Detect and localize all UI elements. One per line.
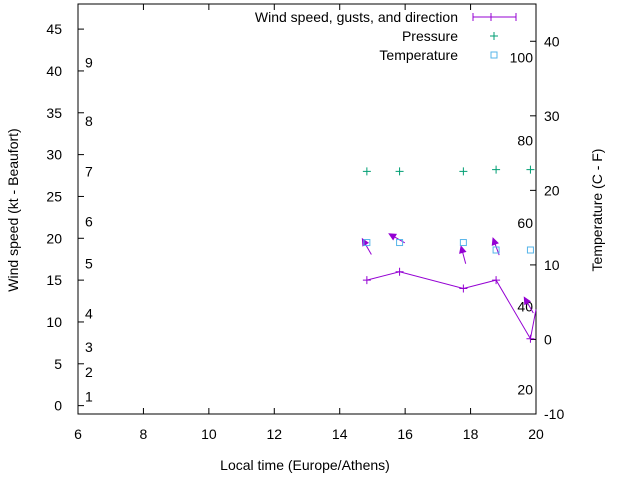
fahrenheit-label: 100 <box>510 50 534 66</box>
legend-label: Pressure <box>402 28 458 44</box>
left-tick-label: 0 <box>54 398 62 414</box>
legend-label: Wind speed, gusts, and direction <box>255 9 458 25</box>
fahrenheit-label: 60 <box>517 215 533 231</box>
wind-speed-point <box>526 334 535 343</box>
plot-frame <box>77 3 537 415</box>
left-tick-label: 45 <box>46 21 62 37</box>
temperature-point <box>526 246 534 254</box>
left-tick-label: 10 <box>46 314 62 330</box>
x-tick-label: 20 <box>528 426 544 442</box>
legend-marker <box>490 32 498 40</box>
temperature-point <box>363 239 371 247</box>
left-axis-label: Wind speed (kt - Beaufort) <box>5 128 21 291</box>
beaufort-labels: 1 2 3 4 5 6 7 8 9 <box>85 55 93 405</box>
wind-speed-point <box>492 276 501 285</box>
x-tick-label: 16 <box>397 426 413 442</box>
beaufort-label: 5 <box>85 255 93 271</box>
pressure-point <box>526 165 535 174</box>
wind-arrow-head <box>388 233 397 241</box>
beaufort-label: 1 <box>85 388 93 404</box>
beaufort-label: 9 <box>85 55 93 71</box>
right-tick-label: 20 <box>544 182 560 198</box>
fahrenheit-label: 20 <box>517 381 533 397</box>
legend-marker <box>472 13 517 21</box>
left-tick-label: 30 <box>46 147 62 163</box>
right-tick-label: 30 <box>544 108 560 124</box>
legend-label: Temperature <box>379 47 458 63</box>
right-tick-label: 10 <box>544 257 560 273</box>
left-tick-label: 15 <box>46 272 62 288</box>
x-tick-label: 8 <box>140 426 148 442</box>
wind-speed-point <box>459 284 468 293</box>
beaufort-label: 7 <box>85 163 93 179</box>
series-layer <box>361 165 537 343</box>
legend: Wind speed, gusts, and direction Pressure… <box>255 9 517 63</box>
wind-arrow-head <box>459 245 467 254</box>
x-tick-label: 10 <box>201 426 217 442</box>
wind-arrow-head <box>491 237 499 246</box>
right-tick-label: -10 <box>544 406 564 422</box>
pressure-point <box>395 167 404 176</box>
fahrenheit-label: 80 <box>517 132 533 148</box>
beaufort-label: 4 <box>85 306 93 322</box>
right-tick-label: 40 <box>544 33 560 49</box>
fahrenheit-labels: 20 40 60 80 100 <box>510 50 534 398</box>
x-tick-label: 18 <box>463 426 479 442</box>
fahrenheit-label: 40 <box>517 299 533 315</box>
pressure-point <box>459 167 468 176</box>
beaufort-label: 3 <box>85 339 93 355</box>
left-tick-label: 35 <box>46 105 62 121</box>
legend-marker <box>490 51 498 59</box>
beaufort-label: 6 <box>85 214 93 230</box>
x-tick-label: 6 <box>74 426 82 442</box>
right-axis-label: Temperature (C - F) <box>589 149 605 272</box>
x-tick-label: 12 <box>266 426 282 442</box>
left-axis-ticks: 0 5 10 15 20 25 30 35 40 45 <box>46 21 84 414</box>
x-axis-ticks: 6 8 10 12 14 16 18 20 <box>74 4 544 442</box>
temperature-point <box>396 239 404 247</box>
left-tick-label: 40 <box>46 63 62 79</box>
beaufort-label: 2 <box>85 364 93 380</box>
wind-arrow-head <box>523 296 532 306</box>
wind-speed-line <box>366 271 537 341</box>
right-tick-label: 0 <box>544 331 552 347</box>
pressure-point <box>362 167 371 176</box>
right-axis-ticks: -10 0 10 20 30 40 <box>530 33 564 422</box>
left-tick-label: 25 <box>46 188 62 204</box>
temperature-point <box>459 239 467 247</box>
temperature-point <box>492 246 500 254</box>
x-axis-label: Local time (Europe/Athens) <box>220 457 390 473</box>
plot-border <box>77 3 537 415</box>
left-tick-label: 20 <box>46 230 62 246</box>
left-tick-label: 5 <box>54 356 62 372</box>
wind-speed-point <box>362 276 371 285</box>
wind-speed-point <box>395 267 404 276</box>
beaufort-label: 8 <box>85 113 93 129</box>
x-tick-label: 14 <box>332 426 348 442</box>
pressure-point <box>492 165 501 174</box>
